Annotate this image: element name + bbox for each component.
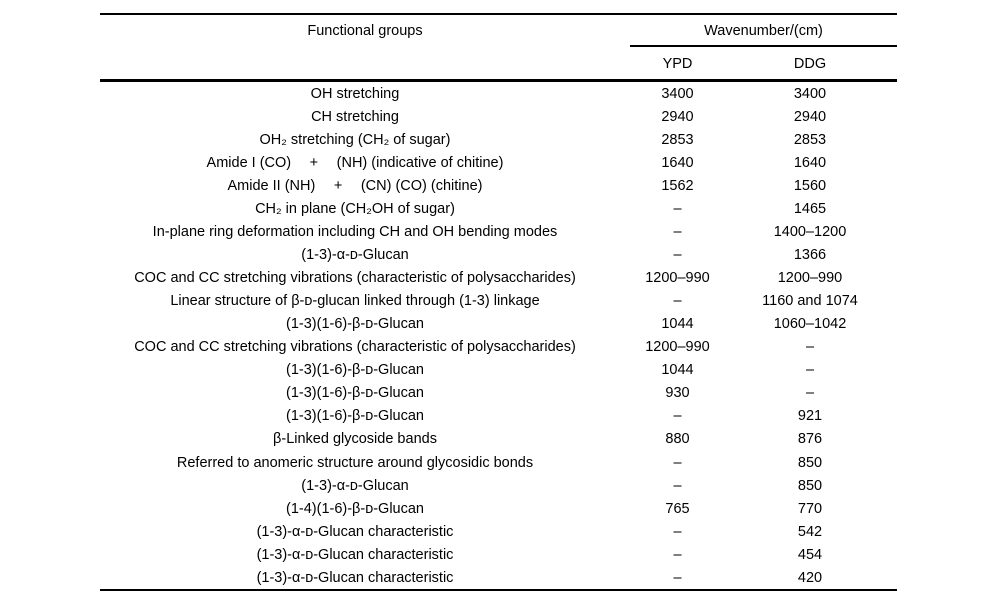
ypd-value-cell: 1200–990 bbox=[645, 339, 710, 356]
table-row: OH₂ stretching (CH₂ of sugar) 2853 2853 bbox=[100, 128, 897, 151]
bottom-rule bbox=[100, 589, 897, 591]
ddg-value-cell: 420 bbox=[797, 569, 823, 586]
ypd-value-cell: – bbox=[673, 223, 682, 240]
ypd-value-cell: 1044 bbox=[661, 362, 694, 379]
ypd-value-cell: 765 bbox=[665, 500, 690, 517]
functional-group-cell: Linear structure of β-ᴅ-glucan linked th… bbox=[170, 293, 540, 310]
top-rule bbox=[100, 13, 897, 15]
ddg-column-header: DDG bbox=[793, 56, 827, 72]
ddg-value-cell: 2940 bbox=[793, 108, 827, 125]
ddg-value-cell: 2853 bbox=[793, 131, 827, 148]
functional-group-cell: In-plane ring deformation including CH a… bbox=[152, 223, 558, 240]
ddg-value-cell: 542 bbox=[797, 523, 823, 540]
functional-group-cell: (1-3)(1-6)-β-ᴅ-Glucan bbox=[286, 385, 424, 402]
ddg-value-cell: 1160 and 1074 bbox=[762, 293, 858, 310]
functional-group-cell: (1-3)(1-6)-β-ᴅ-Glucan bbox=[286, 408, 424, 425]
table-row: Referred to anomeric structure around gl… bbox=[100, 451, 897, 474]
functional-group-cell: (1-3)-α-ᴅ-Glucan characteristic bbox=[256, 546, 454, 563]
table-row: (1-3)(1-6)-β-ᴅ-Glucan 1044 – bbox=[100, 359, 897, 382]
ddg-value-cell: 1465 bbox=[793, 200, 827, 217]
functional-groups-header: Functional groups bbox=[307, 23, 423, 39]
functional-group-cell: β-Linked glycoside bands bbox=[273, 431, 437, 448]
ypd-value-cell: 930 bbox=[665, 385, 690, 402]
ypd-value-cell: – bbox=[673, 546, 682, 563]
ddg-value-cell: 1200–990 bbox=[777, 270, 843, 287]
table-row: In-plane ring deformation including CH a… bbox=[100, 220, 897, 243]
ypd-value-cell: 1640 bbox=[661, 154, 694, 171]
ddg-value-cell: 921 bbox=[797, 408, 823, 425]
table-row: Linear structure of β-ᴅ-glucan linked th… bbox=[100, 290, 897, 313]
ypd-value-cell: – bbox=[673, 246, 682, 263]
table-row: COC and CC stretching vibrations (charac… bbox=[100, 336, 897, 359]
ypd-column-header: YPD bbox=[662, 56, 693, 72]
functional-group-cell: Amide II (NH) + (CN) (CO) (chitine) bbox=[227, 177, 483, 194]
ypd-value-cell: – bbox=[673, 408, 682, 425]
functional-group-cell: (1-3)-α-ᴅ-Glucan bbox=[301, 477, 409, 494]
table-row: CH stretching 2940 2940 bbox=[100, 105, 897, 128]
ypd-value-cell: – bbox=[673, 523, 682, 540]
ypd-value-cell: 1044 bbox=[661, 316, 694, 333]
functional-group-cell: CH₂ in plane (CH₂OH of sugar) bbox=[255, 200, 455, 217]
table-row: (1-4)(1-6)-β-ᴅ-Glucan 765 770 bbox=[100, 497, 897, 520]
functional-group-cell: (1-3)-α-ᴅ-Glucan characteristic bbox=[256, 523, 454, 540]
ypd-value-cell: 2940 bbox=[661, 108, 694, 125]
header-separator-rule bbox=[100, 79, 897, 82]
functional-group-cell: (1-3)-α-ᴅ-Glucan characteristic bbox=[256, 569, 454, 586]
table-body: OH stretching 3400 3400 CH stretching 2940 29… bbox=[100, 82, 897, 589]
functional-group-cell: COC and CC stretching vibrations (charac… bbox=[134, 270, 576, 287]
ypd-value-cell: – bbox=[673, 569, 682, 586]
ddg-value-cell: – bbox=[805, 385, 815, 402]
ypd-value-cell: 2853 bbox=[661, 131, 694, 148]
functional-group-cell: (1-3)(1-6)-β-ᴅ-Glucan bbox=[286, 316, 424, 333]
ddg-value-cell: 1640 bbox=[793, 154, 827, 171]
functional-group-cell: Referred to anomeric structure around gl… bbox=[176, 454, 534, 471]
ddg-value-cell: 3400 bbox=[793, 85, 827, 102]
functional-group-cell: OH stretching bbox=[310, 85, 400, 102]
functional-group-cell: OH₂ stretching (CH₂ of sugar) bbox=[259, 131, 451, 148]
functional-group-cell: CH stretching bbox=[311, 108, 399, 125]
ddg-value-cell: – bbox=[805, 362, 815, 379]
ddg-value-cell: 1060–1042 bbox=[773, 316, 847, 333]
functional-group-cell: (1-3)(1-6)-β-ᴅ-Glucan bbox=[286, 362, 424, 379]
functional-group-cell: Amide I (CO) + (NH) (indicative of chiti… bbox=[206, 154, 504, 171]
table-row: (1-3)(1-6)-β-ᴅ-Glucan – 921 bbox=[100, 405, 897, 428]
ypd-value-cell: – bbox=[673, 293, 682, 310]
ddg-value-cell: 850 bbox=[797, 454, 823, 471]
ypd-value-cell: – bbox=[673, 477, 682, 494]
table-row: β-Linked glycoside bands 880 876 bbox=[100, 428, 897, 451]
ddg-value-cell: 1366 bbox=[793, 246, 827, 263]
ypd-value-cell: – bbox=[673, 454, 682, 471]
functional-group-cell: COC and CC stretching vibrations (charac… bbox=[134, 339, 576, 356]
table-row: OH stretching 3400 3400 bbox=[100, 82, 897, 105]
wavenumber-group-header: Wavenumber/(cm) bbox=[704, 23, 823, 39]
ypd-value-cell: 880 bbox=[665, 431, 690, 448]
ddg-value-cell: 454 bbox=[797, 546, 823, 563]
table-row: CH₂ in plane (CH₂OH of sugar) – 1465 bbox=[100, 197, 897, 220]
table-row: (1-3)-α-ᴅ-Glucan – 1366 bbox=[100, 243, 897, 266]
table-row: Amide I (CO) + (NH) (indicative of chiti… bbox=[100, 151, 897, 174]
ypd-value-cell: 1562 bbox=[661, 177, 694, 194]
ddg-value-cell: 1400–1200 bbox=[773, 223, 847, 240]
functional-group-cell: (1-4)(1-6)-β-ᴅ-Glucan bbox=[286, 500, 424, 517]
ypd-value-cell: 1200–990 bbox=[645, 270, 710, 287]
ddg-value-cell: 770 bbox=[797, 500, 823, 517]
ddg-value-cell: – bbox=[805, 339, 815, 356]
ddg-value-cell: 1560 bbox=[793, 177, 827, 194]
functional-group-cell: (1-3)-α-ᴅ-Glucan bbox=[301, 246, 409, 263]
wavenumber-underline-rule bbox=[630, 45, 897, 47]
table-row: COC and CC stretching vibrations (charac… bbox=[100, 267, 897, 290]
table-row: (1-3)-α-ᴅ-Glucan characteristic – 454 bbox=[100, 543, 897, 566]
table-row: (1-3)-α-ᴅ-Glucan characteristic – 420 bbox=[100, 566, 897, 589]
table-row: (1-3)-α-ᴅ-Glucan characteristic – 542 bbox=[100, 520, 897, 543]
ypd-value-cell: 3400 bbox=[661, 85, 694, 102]
ypd-value-cell: – bbox=[673, 200, 682, 217]
ddg-value-cell: 850 bbox=[797, 477, 823, 494]
table-row: (1-3)(1-6)-β-ᴅ-Glucan 930 – bbox=[100, 382, 897, 405]
table-row: Amide II (NH) + (CN) (CO) (chitine) 1562 1… bbox=[100, 174, 897, 197]
table-row: (1-3)-α-ᴅ-Glucan – 850 bbox=[100, 474, 897, 497]
table-row: (1-3)(1-6)-β-ᴅ-Glucan 1044 1060–1042 bbox=[100, 313, 897, 336]
ddg-value-cell: 876 bbox=[797, 431, 823, 448]
